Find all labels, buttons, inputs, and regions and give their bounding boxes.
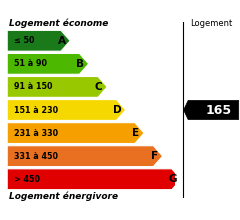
Text: > 450: > 450	[14, 175, 40, 184]
Text: 51 à 90: 51 à 90	[14, 59, 47, 68]
Text: E: E	[132, 128, 139, 138]
Polygon shape	[7, 100, 126, 120]
Text: G: G	[168, 174, 177, 184]
Text: Logement: Logement	[190, 19, 232, 28]
Polygon shape	[7, 146, 163, 167]
Polygon shape	[7, 77, 107, 97]
Text: 331 à 450: 331 à 450	[14, 152, 58, 161]
Polygon shape	[7, 53, 89, 74]
Text: 151 à 230: 151 à 230	[14, 106, 58, 114]
Text: ≤ 50: ≤ 50	[14, 36, 34, 45]
Polygon shape	[7, 30, 70, 51]
Text: Logement énergivore: Logement énergivore	[9, 192, 118, 201]
Text: F: F	[151, 151, 158, 161]
Text: 231 à 330: 231 à 330	[14, 128, 58, 138]
Text: 165: 165	[205, 103, 232, 117]
Text: B: B	[76, 59, 84, 69]
Polygon shape	[184, 100, 239, 120]
Polygon shape	[7, 123, 144, 143]
Text: 91 à 150: 91 à 150	[14, 82, 52, 92]
Text: D: D	[113, 105, 121, 115]
Text: C: C	[95, 82, 102, 92]
Text: Logement économe: Logement économe	[9, 19, 108, 28]
Polygon shape	[7, 169, 181, 190]
Text: A: A	[58, 36, 66, 46]
